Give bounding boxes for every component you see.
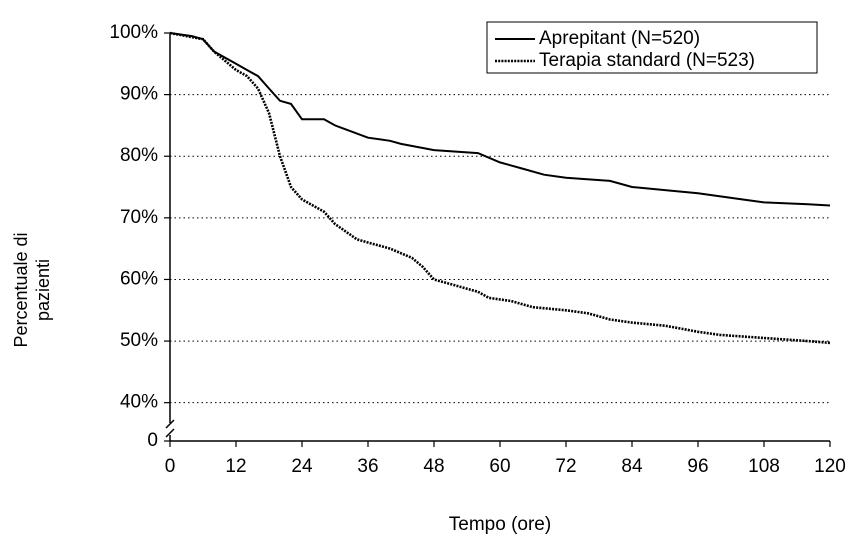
x-tick-label: 36 (357, 456, 378, 477)
x-tick-label: 0 (165, 456, 176, 477)
x-tick-label: 12 (225, 456, 246, 477)
legend-label: Aprepitant (N=520) (539, 28, 700, 49)
x-tick-label: 48 (423, 456, 444, 477)
x-tick-label: 108 (748, 456, 780, 477)
y-tick-label: 40% (120, 392, 158, 413)
x-axis-title: Tempo (ore) (449, 514, 551, 535)
km-curve (169, 32, 831, 207)
y-tick-label: 90% (120, 84, 158, 105)
axis-break (165, 419, 175, 438)
y-tick-label: 80% (120, 145, 158, 166)
y-tick-label: 50% (120, 330, 158, 351)
x-tick-label: 72 (555, 456, 576, 477)
y-tick-label: 0 (147, 430, 158, 451)
x-tick-label: 120 (814, 456, 846, 477)
y-tick-label: 100% (109, 22, 158, 43)
y-tick-label: 70% (120, 207, 158, 228)
y-tick-label: 60% (120, 268, 158, 289)
y-axis-title: Percentuale di pazienti (11, 232, 53, 348)
legend-box (486, 21, 818, 74)
x-tick-label: 96 (687, 456, 708, 477)
x-tick-label: 60 (489, 456, 510, 477)
legend-label: Terapia standard (N=523) (539, 50, 755, 71)
x-tick-label: 84 (621, 456, 643, 477)
x-tick-label: 24 (291, 456, 313, 477)
km-curve (169, 31, 831, 345)
